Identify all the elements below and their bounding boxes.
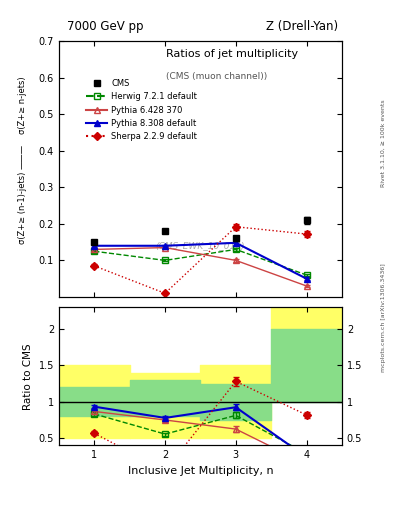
Text: σ(Z+≥ (n-1)-jets): σ(Z+≥ (n-1)-jets) (18, 171, 27, 244)
Text: σ(Z+≥ n-jets): σ(Z+≥ n-jets) (18, 76, 27, 134)
Text: 7000 GeV pp: 7000 GeV pp (67, 20, 143, 33)
Text: Z (Drell-Yan): Z (Drell-Yan) (266, 20, 338, 33)
Text: mcplots.cern.ch [arXiv:1306.3436]: mcplots.cern.ch [arXiv:1306.3436] (381, 263, 386, 372)
Legend: CMS, Herwig 7.2.1 default, Pythia 6.428 370, Pythia 8.308 default, Sherpa 2.2.9 : CMS, Herwig 7.2.1 default, Pythia 6.428 … (83, 76, 200, 144)
Text: Ratios of jet multiplicity: Ratios of jet multiplicity (167, 49, 299, 59)
Text: (CMS_EWK_10_012): (CMS_EWK_10_012) (156, 241, 245, 250)
Y-axis label: Ratio to CMS: Ratio to CMS (23, 343, 33, 410)
Text: (CMS (muon channel)): (CMS (muon channel)) (167, 72, 268, 81)
Text: Rivet 3.1.10, ≥ 100k events: Rivet 3.1.10, ≥ 100k events (381, 99, 386, 187)
Text: ———: ——— (18, 143, 27, 169)
X-axis label: Inclusive Jet Multiplicity, n: Inclusive Jet Multiplicity, n (128, 466, 273, 476)
